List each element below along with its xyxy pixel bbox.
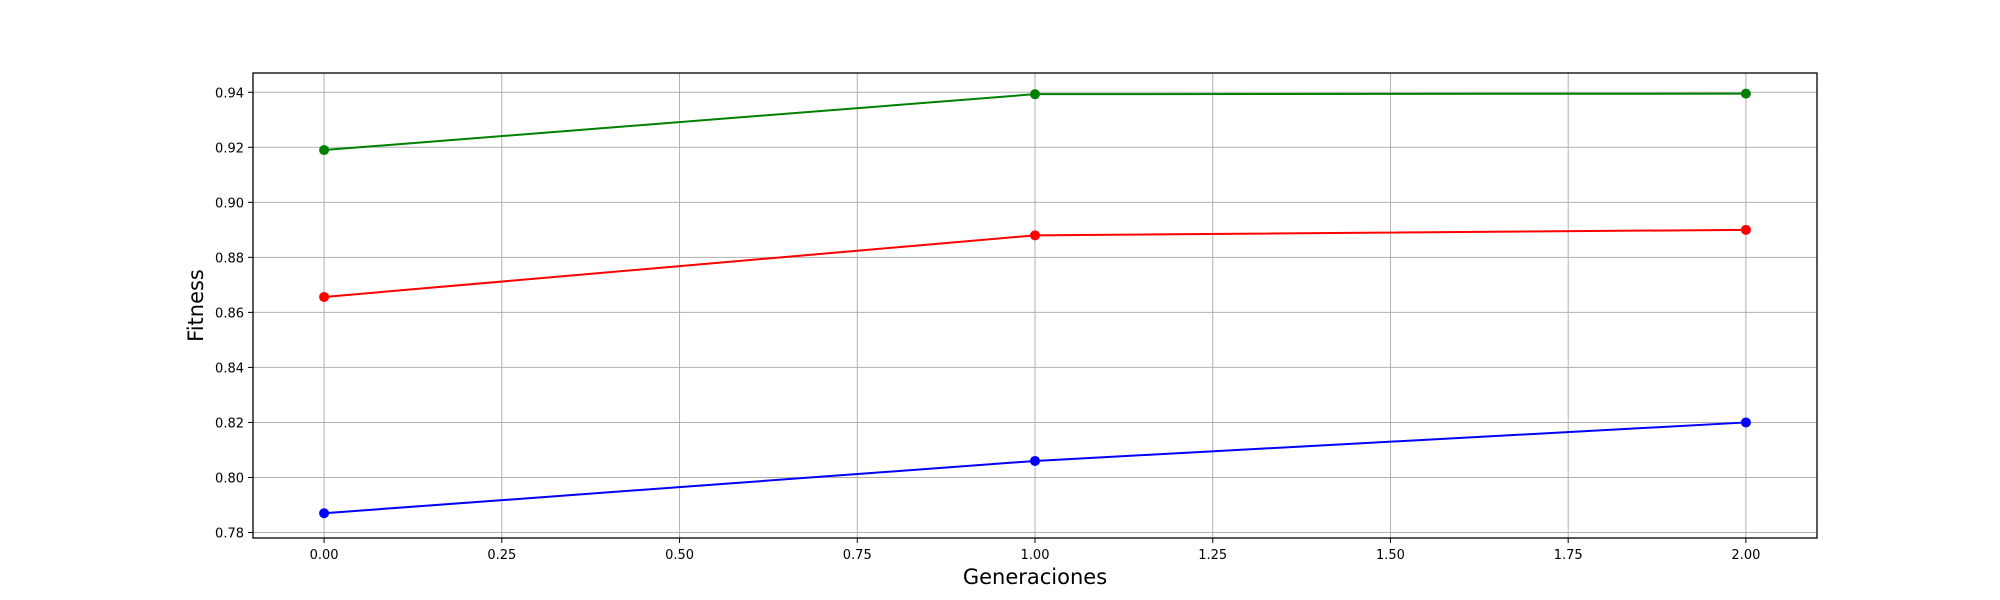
y-tick-label: 0.82: [215, 416, 244, 431]
data-point: [1740, 88, 1751, 99]
x-tick-label: 1.75: [1554, 548, 1583, 563]
x-tick-label: 2.00: [1731, 548, 1760, 563]
x-tick-label: 0.75: [843, 548, 872, 563]
x-tick-label: 0.25: [487, 548, 516, 563]
y-tick-label: 0.90: [215, 196, 244, 211]
data-point: [319, 508, 330, 519]
y-tick-label: 0.78: [215, 526, 244, 541]
data-point: [319, 145, 330, 156]
y-tick-label: 0.80: [215, 471, 244, 486]
x-axis-title: Generaciones: [963, 565, 1107, 589]
x-tick-label: 0.50: [665, 548, 694, 563]
y-tick-label: 0.86: [215, 306, 244, 321]
data-point: [1740, 417, 1751, 428]
data-point: [1030, 455, 1040, 466]
axis-ticks: 0.00 0.25 0.50 0.75 1.00 1.25 1.50 1.75 2.00 0.78…: [215, 86, 1760, 563]
x-tick-label: 1.25: [1198, 548, 1227, 563]
data-point: [1030, 89, 1040, 100]
data-point: [1030, 230, 1040, 241]
data-point: [1740, 224, 1751, 235]
data-point: [319, 291, 330, 302]
y-tick-label: 0.88: [215, 251, 244, 266]
y-axis-title: Fitness: [184, 269, 208, 342]
y-tick-label: 0.84: [215, 361, 244, 376]
x-tick-label: 0.00: [310, 548, 339, 563]
y-tick-label: 0.94: [215, 86, 244, 101]
x-tick-label: 1.00: [1021, 548, 1050, 563]
x-tick-label: 1.50: [1376, 548, 1405, 563]
y-tick-label: 0.92: [215, 141, 244, 156]
series-layer: [319, 88, 1751, 519]
